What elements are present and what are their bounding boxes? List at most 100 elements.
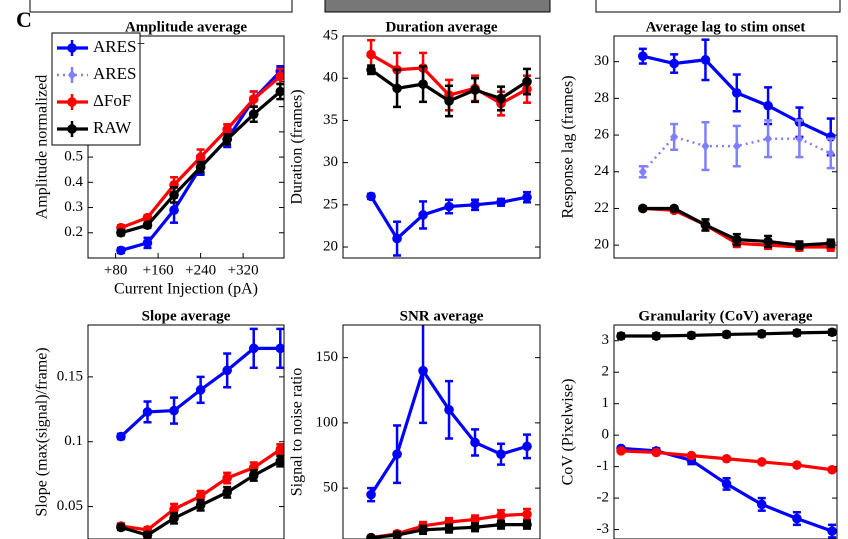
marker (522, 519, 532, 530)
y-tick-label: 26 (594, 127, 610, 143)
marker (792, 460, 802, 470)
marker (496, 93, 506, 104)
image-frame (29, 0, 293, 13)
plot-area (116, 65, 284, 256)
y-tick-label: -3 (597, 521, 610, 537)
marker (392, 83, 402, 94)
y-tick-label: 20 (323, 238, 338, 254)
marker (366, 191, 376, 202)
axes-frame (342, 35, 541, 259)
marker (222, 365, 232, 376)
marker (470, 200, 480, 210)
y-tick-label: 150 (316, 349, 339, 365)
x-tick-label: +160 (143, 262, 174, 278)
y-axis-label: Signal to noise ratio (289, 368, 306, 496)
marker (195, 152, 206, 162)
marker (366, 49, 376, 60)
marker (142, 212, 153, 223)
legend-marker (68, 70, 76, 80)
marker (721, 329, 732, 340)
marker (275, 444, 284, 455)
plot-area (616, 327, 837, 539)
y-tick-label: 0.1 (64, 433, 83, 449)
marker (444, 523, 454, 534)
marker (731, 234, 742, 245)
marker (418, 525, 428, 535)
marker (248, 343, 259, 354)
axes-background (614, 325, 837, 539)
image-frame (324, 0, 551, 13)
marker (392, 233, 402, 244)
marker (522, 76, 532, 87)
x-tick-label: +240 (185, 262, 216, 278)
legend-label: ΔFoF (93, 91, 131, 110)
legend-marker (67, 124, 77, 134)
y-axis-label: Duration (frames) (289, 89, 306, 204)
y-axis-label: Response lag (frames) (560, 75, 577, 218)
y-tick-label: 0.4 (64, 174, 83, 190)
x-tick-label: +80 (104, 262, 127, 278)
marker (732, 141, 741, 152)
marker (638, 166, 647, 177)
legend-box (51, 32, 141, 146)
legend-marker (67, 43, 77, 53)
marker (116, 227, 126, 238)
marker (756, 457, 767, 467)
plot-area (366, 38, 532, 257)
marker (651, 331, 662, 341)
marker (522, 509, 532, 520)
marker (470, 437, 480, 448)
marker (764, 133, 773, 144)
marker (275, 71, 284, 82)
marker (275, 456, 284, 466)
marker (638, 203, 648, 214)
marker (195, 500, 206, 511)
marker (142, 220, 153, 231)
axes-background (343, 325, 540, 539)
marker (470, 522, 480, 533)
marker (444, 96, 454, 106)
y-tick-label: 45 (323, 27, 338, 43)
axes-frame (342, 324, 541, 539)
marker (444, 405, 454, 415)
marker (248, 94, 259, 104)
y-tick-label: 30 (594, 53, 609, 69)
marker (116, 245, 126, 256)
marker (418, 210, 428, 220)
marker (700, 220, 711, 230)
marker (496, 197, 506, 208)
marker (616, 446, 626, 456)
axes-frame (87, 324, 285, 539)
y-tick-label: 25 (323, 196, 338, 212)
marker (763, 236, 773, 247)
x-axis-label: Current Injection (pA) (114, 281, 258, 298)
y-tick-label: 50 (323, 480, 338, 496)
marker (195, 491, 206, 502)
marker (827, 327, 837, 338)
marker (169, 504, 179, 514)
marker (756, 329, 767, 339)
panel-label: C (16, 7, 32, 32)
marker (721, 453, 732, 464)
y-tick-label: 28 (594, 90, 609, 106)
marker (700, 55, 711, 65)
marker (669, 203, 679, 214)
plot-area (116, 327, 284, 539)
marker (825, 238, 836, 249)
y-tick-label: 30 (323, 154, 338, 170)
marker (222, 473, 232, 483)
chart-title: Granularity (CoV) average (638, 308, 812, 324)
marker (638, 51, 648, 61)
y-tick-label: 0.15 (57, 368, 83, 384)
marker (795, 133, 804, 144)
marker (686, 450, 697, 461)
marker (827, 464, 837, 475)
marker (731, 88, 742, 98)
y-tick-label: 20 (594, 237, 609, 253)
legend-label: ARES (93, 64, 136, 83)
marker (169, 513, 179, 524)
legend-label: RAW (93, 118, 132, 137)
chart-title: SNR average (400, 308, 484, 324)
chart-title: Slope average (142, 308, 231, 324)
